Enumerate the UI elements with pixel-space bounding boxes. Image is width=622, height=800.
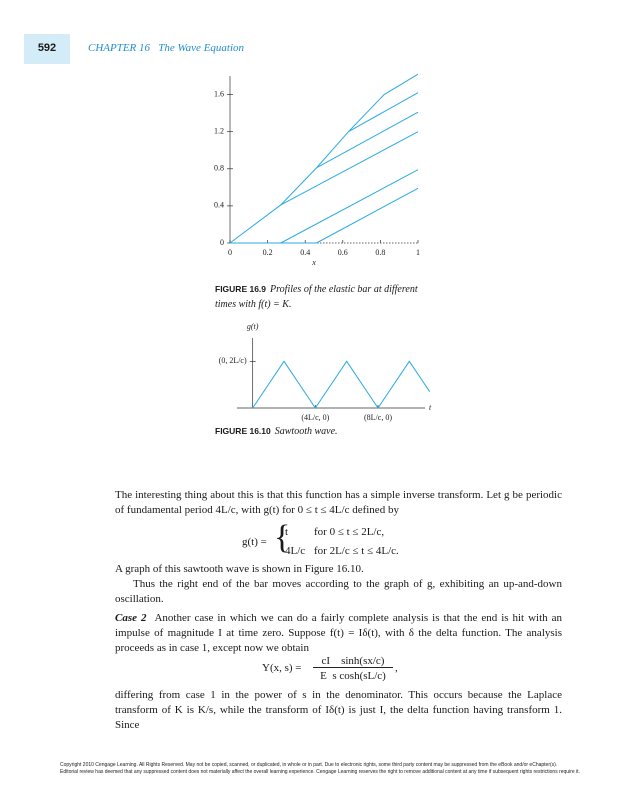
case-value: 4L/c [285, 545, 306, 557]
figure-caption: FIGURE 16.9 Profiles of the elastic bar … [215, 281, 435, 311]
x-tick-label: 0 [228, 248, 232, 257]
figure-label: FIGURE 16.10 [215, 426, 271, 436]
paragraph: Thus the right end of the bar moves acco… [115, 578, 562, 605]
data-line [229, 73, 419, 244]
case-label: Case 2 [115, 612, 147, 624]
x-tick-label: 0.4 [300, 248, 310, 257]
fraction-numerator: cI sinh(sx/c) [313, 655, 393, 668]
equation-lhs: g(t) = [242, 536, 267, 548]
x-axis-label: t [429, 403, 432, 412]
data-line [348, 92, 419, 133]
x-tick-label: 0.6 [338, 248, 348, 257]
x-tick-label: (8L/c, 0) [364, 413, 392, 422]
y-axis-label: g(t) [247, 322, 259, 331]
footer-line: Editorial review has deemed that any sup… [60, 769, 580, 775]
x-tick-label: 1 [416, 248, 420, 257]
equation-trail: , [395, 662, 398, 674]
x-tick-label: 0.8 [375, 248, 385, 257]
figures: 0 0.4 0.8 1.2 1.6 0 0.2 0.4 0.6 0.8 1 x (0, 2L/c) (4L… [214, 73, 432, 422]
caption-text: Profiles of the elastic bar at different… [215, 284, 418, 310]
y-tick-label: (0, 2L/c) [219, 356, 247, 365]
equation-lhs: Y(x, s) = [262, 662, 302, 674]
data-line [280, 169, 419, 244]
paragraph: A graph of this sawtooth wave is shown i… [115, 563, 364, 575]
x-tick-label: 0.2 [263, 248, 273, 257]
footer-line: Copyright 2010 Cengage Learning. All Rig… [60, 762, 558, 768]
caption-text: Sawtooth wave. [274, 426, 338, 437]
y-tick-label: 0.4 [214, 201, 224, 210]
paragraph: differing from case 1 in the power of s … [115, 689, 562, 731]
chapter-title: CHAPTER 16 The Wave Equation [88, 42, 245, 54]
case-condition: for 0 ≤ t ≤ 2L/c, [314, 526, 385, 538]
data-line [252, 360, 431, 409]
data-line [316, 187, 419, 244]
figure-label: FIGURE 16.9 [215, 284, 267, 294]
figure-caption: FIGURE 16.10 Sawtooth wave. [215, 421, 475, 439]
y-tick-label: 0.8 [214, 164, 224, 173]
fraction-denominator: E s cosh(sL/c) [320, 670, 386, 682]
paragraph-text: Another case in which we can do a fairly… [115, 612, 563, 654]
data-line [280, 131, 419, 206]
x-tick-label: (4L/c, 0) [301, 413, 329, 422]
page-number-box [24, 34, 70, 64]
brace: { [274, 519, 291, 556]
data-line [316, 111, 419, 169]
y-tick-label: 1.2 [214, 126, 224, 135]
y-tick-label: 0 [220, 238, 224, 247]
paragraph: The interesting thing about this is that… [115, 489, 562, 516]
y-tick-label: 1.6 [214, 89, 224, 98]
paragraph: Case 2 Another case in which we can do a… [115, 611, 562, 656]
case-condition: for 2L/c ≤ t ≤ 4L/c. [314, 545, 399, 557]
case-value: t [285, 526, 289, 538]
page-number: 592 [37, 42, 57, 54]
x-axis-label: x [311, 258, 316, 267]
